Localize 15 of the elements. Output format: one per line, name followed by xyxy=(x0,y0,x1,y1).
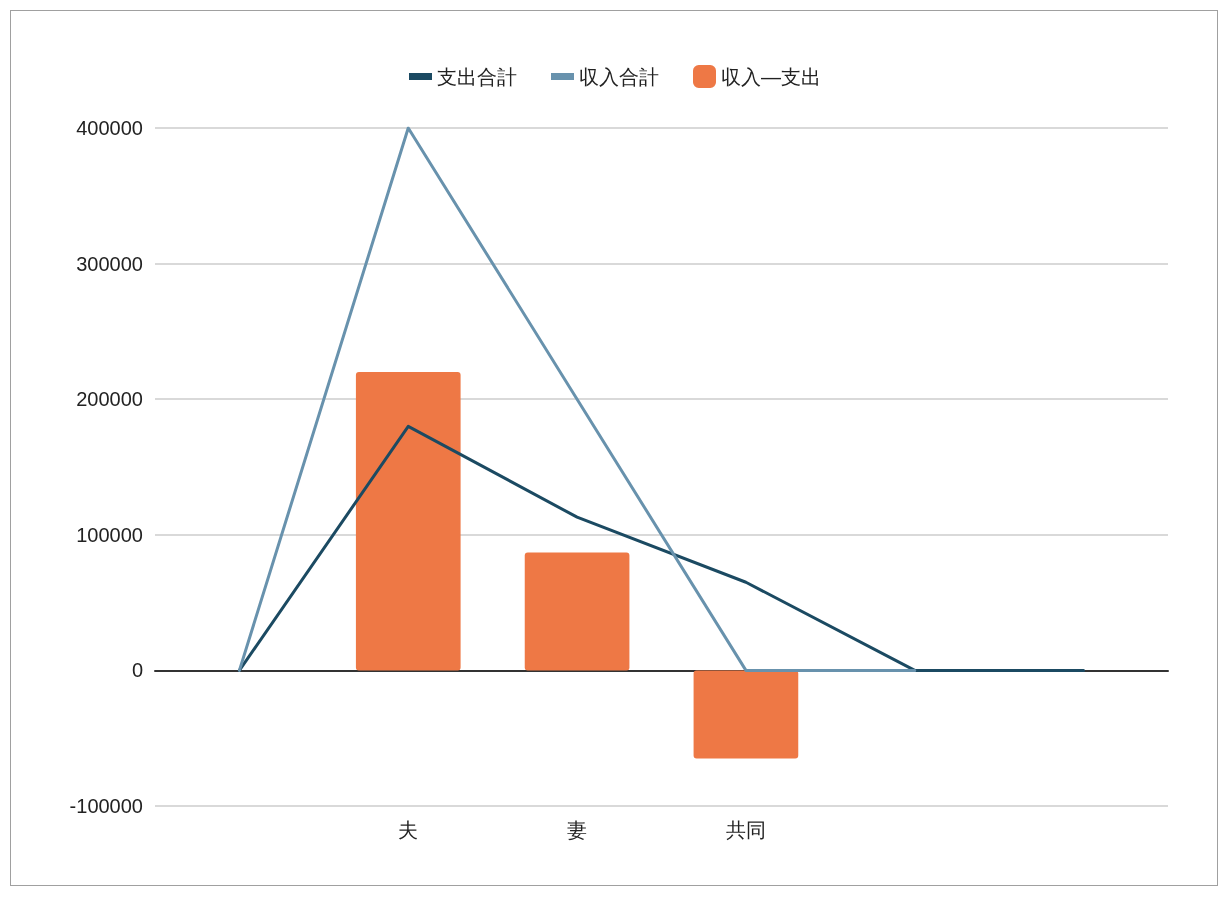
y-tick-label: 300000 xyxy=(76,252,143,275)
legend-label: 支出合計 xyxy=(437,65,517,88)
legend-label: 収入—支出 xyxy=(721,65,821,88)
bar xyxy=(524,552,630,671)
y-tick-label: -100000 xyxy=(69,795,143,817)
y-tick-label: 200000 xyxy=(76,388,143,411)
y-tick-label: 100000 xyxy=(76,523,143,546)
x-tick-label: 共同 xyxy=(725,819,766,841)
x-tick-label: 妻 xyxy=(567,819,588,841)
legend-label: 収入合計 xyxy=(579,65,659,88)
y-tick-label: 0 xyxy=(131,659,143,682)
y-tick-label: 400000 xyxy=(76,117,143,139)
x-tick-label: 夫 xyxy=(398,819,419,841)
bar xyxy=(355,372,461,671)
bar xyxy=(693,670,799,759)
